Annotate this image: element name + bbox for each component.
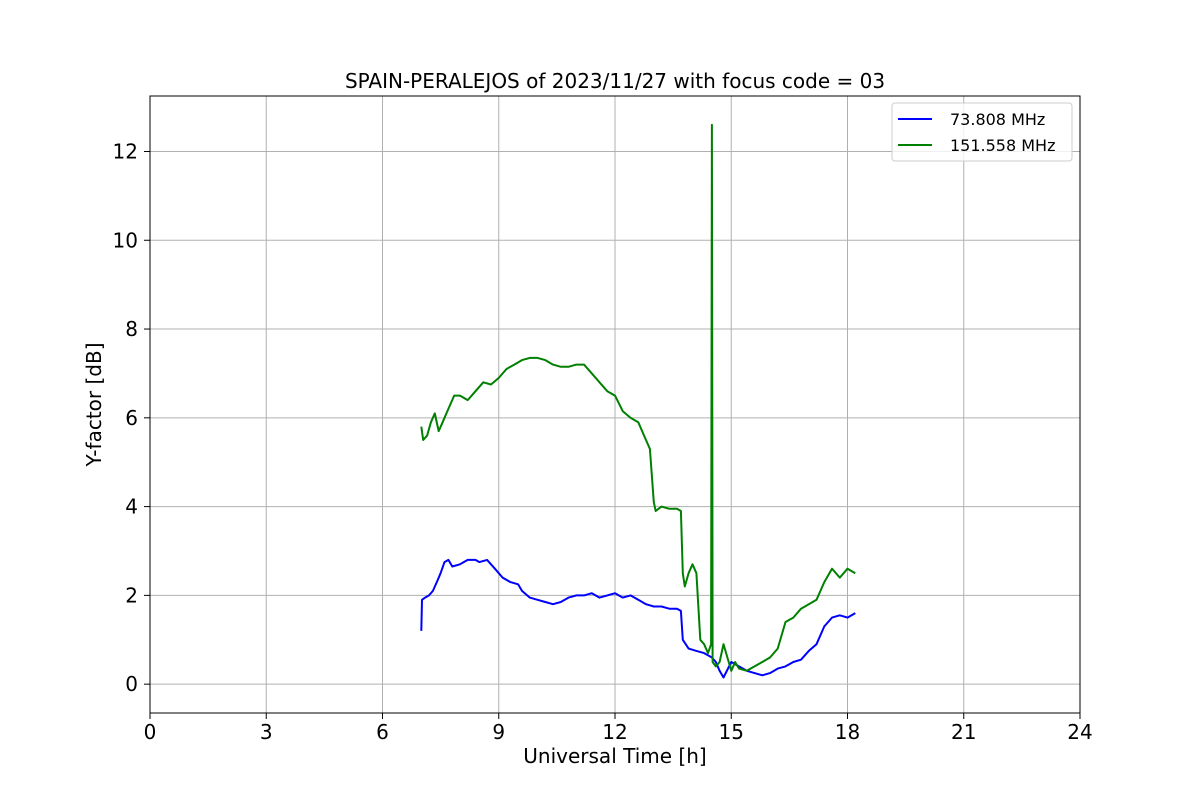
x-tick-label: 15 (719, 720, 744, 744)
series-group (420, 123, 856, 679)
x-tick-label: 9 (492, 720, 505, 744)
legend-label: 151.558 MHz (950, 136, 1055, 155)
x-tick-label: 18 (835, 720, 860, 744)
grid-lines (149, 96, 1081, 713)
y-tick-label: 8 (125, 317, 138, 341)
series-line-0 (420, 558, 856, 679)
y-tick-label: 10 (113, 228, 138, 252)
legend-label: 73.808 MHz (950, 110, 1045, 129)
x-tick-label: 21 (951, 720, 976, 744)
x-tick-label: 6 (376, 720, 389, 744)
y-tick-label: 6 (125, 406, 138, 430)
y-tick-label: 0 (125, 672, 138, 696)
legend-box (891, 102, 1073, 162)
chart-title: SPAIN-PERALEJOS of 2023/11/27 with focus… (345, 69, 885, 93)
x-axis-label: Universal Time [h] (523, 744, 706, 768)
x-tick-label: 24 (1067, 720, 1092, 744)
x-tick-label: 12 (602, 720, 627, 744)
y-axis-label: Y-factor [dB] (82, 342, 106, 467)
x-tick-label: 3 (260, 720, 273, 744)
series-line-1 (420, 123, 856, 672)
y-tick-label: 2 (125, 583, 138, 607)
legend: 73.808 MHz 151.558 MHz (891, 102, 1073, 162)
y-tick-label: 12 (113, 139, 138, 163)
y-tick-label: 4 (125, 495, 138, 519)
x-tick-label: 0 (144, 720, 157, 744)
